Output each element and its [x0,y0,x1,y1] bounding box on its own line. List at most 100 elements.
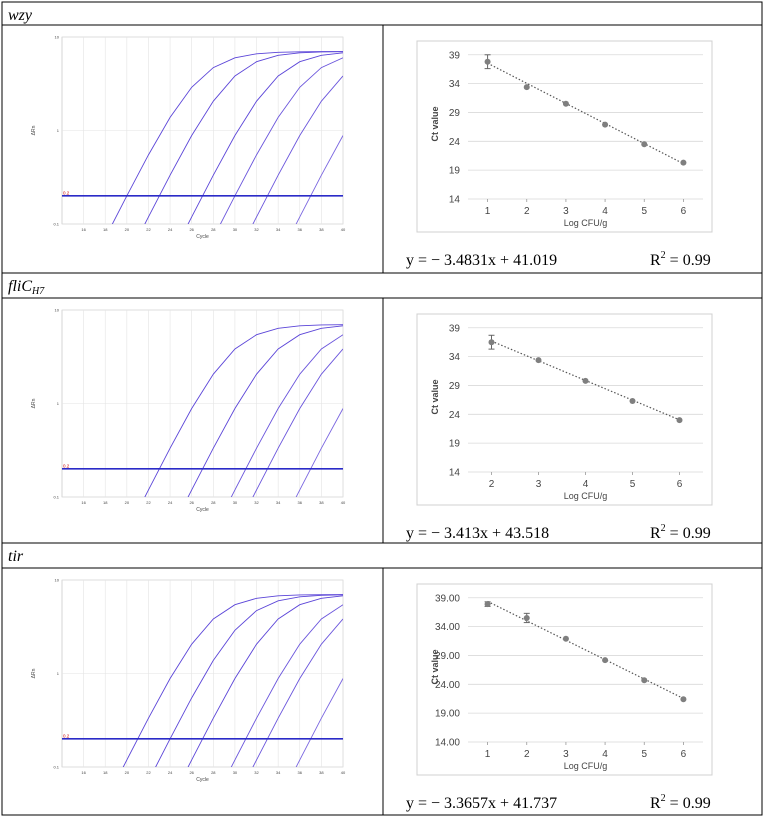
y-tick-label: 19.00 [435,709,460,720]
y-tick-label: 34 [449,352,461,363]
gene-label: tir [8,548,24,565]
amplification-curve [230,604,343,767]
trendline [487,600,684,700]
y-tick-label: 34 [449,79,461,90]
y-tick-label: 0.1 [53,222,59,227]
y-tick-label: 24 [449,410,461,421]
data-point [484,601,491,608]
data-point [602,121,609,128]
equation: y = − 3.3657x + 41.737 [406,795,557,812]
x-axis-label: Cycle [196,777,209,783]
x-tick-label: 30 [233,770,238,775]
x-tick-label: 36 [298,227,303,232]
threshold-label: 0.2 [63,190,70,195]
chart-frame [416,313,713,506]
data-point [680,696,687,703]
text-part: = 0.99 [666,252,711,269]
text-part: H7 [31,286,45,297]
gene-label: fliCH7 [8,278,45,297]
y-tick-label: 1 [57,401,60,406]
x-tick-label: 32 [254,500,259,505]
gene-label: wzy [8,7,33,24]
threshold-label: 0.2 [63,463,70,468]
y-tick-label: 10 [55,578,60,583]
y-tick-label: 34.00 [435,622,460,633]
x-tick-label: 18 [103,770,108,775]
data-point [488,339,495,346]
text-part: 2 [661,250,666,261]
amplification-curve [252,75,343,224]
x-tick-label: 3 [536,479,542,490]
y-tick-label: 39 [449,50,461,61]
text-part: = 0.99 [666,525,711,542]
x-axis-label: Log CFU/g [564,218,608,228]
amplification-curve [122,594,343,767]
x-tick-label: 24 [168,770,173,775]
x-tick-label: 20 [125,500,130,505]
x-tick-label: 5 [630,479,636,490]
x-tick-label: 38 [319,500,324,505]
amplification-curve [187,325,343,497]
x-tick-label: 22 [146,500,151,505]
y-tick-label: 1 [57,671,60,676]
x-tick-label: 18 [103,227,108,232]
amplification-curve [187,52,343,224]
y-tick-label: 24 [449,137,461,148]
y-tick-label: 14 [449,195,461,206]
x-tick-label: 20 [125,770,130,775]
x-tick-label: 5 [641,749,647,760]
x-tick-label: 26 [189,227,194,232]
data-point [680,159,687,166]
x-tick-label: 1 [485,206,491,217]
y-tick-label: 10 [55,35,60,40]
x-tick-label: 28 [211,770,216,775]
x-tick-label: 40 [341,770,346,775]
r-squared: R2 = 0.99 [650,250,711,269]
x-tick-label: 2 [524,749,530,760]
x-tick-label: 38 [319,770,324,775]
x-tick-label: 6 [681,749,687,760]
x-axis-label: Log CFU/g [564,491,608,501]
y-tick-label: 19 [449,166,461,177]
x-axis-label: Cycle [196,234,209,240]
x-tick-label: 6 [677,479,683,490]
x-tick-label: 34 [276,227,281,232]
data-point [641,141,648,148]
text-part: wzy [8,7,33,24]
data-point [582,377,589,384]
x-tick-label: 20 [125,227,130,232]
text-part: 2 [661,793,666,804]
data-point [562,635,569,642]
amplification-curve [111,51,343,224]
y-tick-label: 24.00 [435,680,460,691]
x-tick-label: 18 [103,500,108,505]
y-tick-label: 29 [449,108,461,119]
x-tick-label: 24 [168,227,173,232]
curves [122,594,343,767]
y-axis-label: Ct value [430,106,440,141]
data-point [523,614,530,621]
data-point [535,357,542,364]
trendline [487,62,684,165]
equation: y = − 3.4831x + 41.019 [406,252,557,269]
chart-frame [416,40,713,233]
y-tick-label: 0.1 [53,765,59,770]
x-tick-label: 26 [189,770,194,775]
y-tick-label: 29.00 [435,651,460,662]
y-tick-label: 10 [55,308,60,313]
x-tick-label: 4 [602,206,608,217]
x-tick-label: 22 [146,770,151,775]
r-squared: R2 = 0.99 [650,523,711,542]
data-point [523,84,530,91]
x-tick-label: 16 [81,227,86,232]
data-point [602,657,609,664]
amplification-curve [230,334,343,497]
amplification-curve [252,618,343,767]
data-point [562,100,569,107]
text-part: R [650,252,661,269]
x-tick-label: 40 [341,227,346,232]
data-point [629,398,636,405]
y-tick-label: 39.00 [435,593,460,604]
